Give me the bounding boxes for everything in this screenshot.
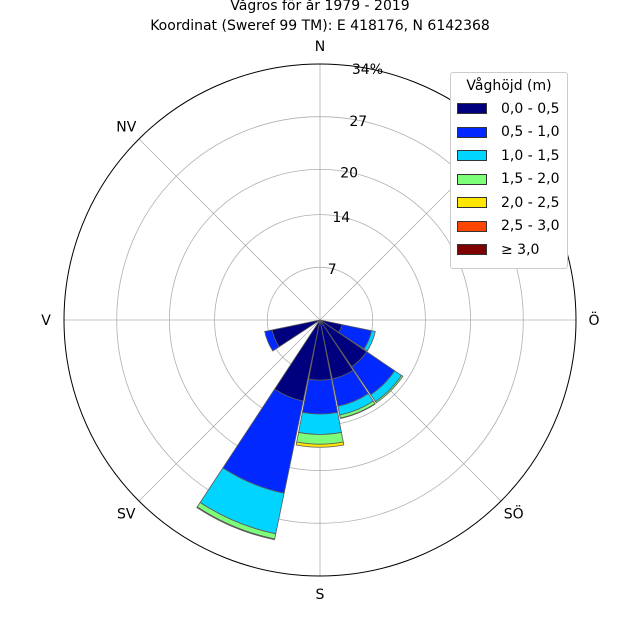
direction-label: NV xyxy=(116,119,136,135)
legend-label: 0,5 - 1,0 xyxy=(501,124,560,141)
bars xyxy=(196,319,404,541)
legend-item: 2,0 - 2,5 xyxy=(451,191,567,215)
legend-item: 1,0 - 1,5 xyxy=(451,144,567,168)
legend-label: 2,5 - 3,0 xyxy=(501,218,560,235)
legend-item: 0,5 - 1,0 xyxy=(451,121,567,145)
legend-item: ≥ 3,0 xyxy=(451,238,567,262)
direction-label: Ö xyxy=(588,311,599,329)
bar-segment xyxy=(296,431,344,445)
legend-item: 0,0 - 0,5 xyxy=(451,97,567,121)
legend-label: 2,0 - 2,5 xyxy=(501,194,560,211)
legend-item: 2,5 - 3,0 xyxy=(451,215,567,239)
chart-title: Vågros för år 1979 - 2019 xyxy=(230,0,410,14)
grid-ring xyxy=(169,169,471,471)
legend-label: 1,5 - 2,0 xyxy=(501,171,560,188)
bar-segment xyxy=(298,411,342,435)
bar-segment xyxy=(264,329,280,352)
outer-ring xyxy=(63,63,577,577)
bar-segment xyxy=(339,403,376,419)
direction-label: N xyxy=(315,39,325,55)
legend-title: Våghöjd (m) xyxy=(466,78,552,94)
bar-segment xyxy=(295,441,345,448)
direction-label: V xyxy=(41,313,51,329)
legend-swatch xyxy=(457,244,487,256)
radial-tick-label: 34% xyxy=(352,62,383,78)
radial-tick-label: 27 xyxy=(349,114,367,130)
grid-ring xyxy=(116,116,524,524)
bar-segment xyxy=(196,506,276,541)
bar-segment xyxy=(301,378,339,415)
legend-swatch xyxy=(457,126,487,138)
bar-segment xyxy=(363,330,376,352)
radial-tick-label: 7 xyxy=(328,262,337,278)
legend-swatch xyxy=(457,220,487,232)
chart-subtitle: Koordinat (Sweref 99 TM): E 418176, N 61… xyxy=(150,18,490,34)
legend-label: 1,0 - 1,5 xyxy=(501,147,560,164)
legend: Våghöjd (m) 0,0 - 0,5 0,5 - 1,0 1,0 - 1,5 1… xyxy=(450,72,568,269)
legend-swatch xyxy=(457,150,487,162)
legend-item: 1,5 - 2,0 xyxy=(451,168,567,192)
direction-label: SÖ xyxy=(504,505,524,523)
grid-spoke xyxy=(138,319,321,502)
radial-tick-label: 20 xyxy=(340,166,358,182)
radial-tick-label: 14 xyxy=(332,210,350,226)
direction-label: SV xyxy=(117,507,136,523)
legend-swatch xyxy=(457,173,487,185)
legend-swatch xyxy=(457,197,487,209)
grid-spoke xyxy=(138,138,321,321)
legend-label: ≥ 3,0 xyxy=(501,241,540,258)
legend-swatch xyxy=(457,103,487,115)
bar-segment xyxy=(374,374,404,404)
direction-label: S xyxy=(316,587,325,603)
legend-label: 0,0 - 0,5 xyxy=(501,100,560,117)
